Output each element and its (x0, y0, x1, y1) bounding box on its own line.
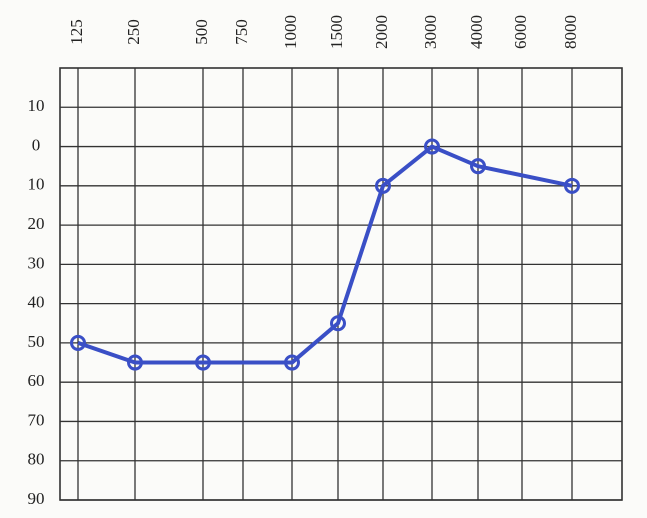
x-tick-label: 1500 (327, 15, 346, 49)
x-tick-label: 250 (124, 19, 143, 45)
x-tick-label: 750 (232, 19, 251, 45)
data-point (424, 138, 440, 155)
hearing-line (77, 144, 573, 365)
y-tick-label: 70 (28, 410, 45, 429)
x-tick-label: 1000 (281, 15, 300, 49)
plot-frame (59, 67, 623, 501)
y-tick-label: 0 (32, 135, 41, 154)
y-tick-label: 90 (28, 489, 45, 508)
data-point (127, 354, 143, 371)
x-tick-label: 6000 (511, 15, 530, 49)
y-tick-label: 60 (28, 371, 45, 390)
data-point (375, 177, 391, 194)
y-tick-label: 30 (28, 253, 45, 272)
data-point (564, 177, 580, 194)
x-tick-label: 500 (192, 19, 211, 45)
data-point (330, 315, 346, 332)
y-tick-label: 80 (28, 450, 45, 469)
data-point (195, 354, 211, 371)
x-tick-label: 3000 (421, 15, 440, 49)
x-tick-label: 2000 (372, 15, 391, 49)
x-tick-label: 8000 (561, 15, 580, 49)
y-tick-label: 10 (28, 96, 45, 115)
x-tick-label: 125 (67, 19, 86, 45)
y-tick-label: 20 (28, 214, 45, 233)
y-tick-label: 10 (28, 175, 45, 194)
data-point (70, 334, 86, 351)
data-point (470, 158, 486, 175)
y-tick-label: 40 (28, 293, 45, 312)
y-tick-label: 50 (28, 332, 45, 351)
data-point (284, 354, 300, 371)
x-tick-label: 4000 (467, 15, 486, 49)
